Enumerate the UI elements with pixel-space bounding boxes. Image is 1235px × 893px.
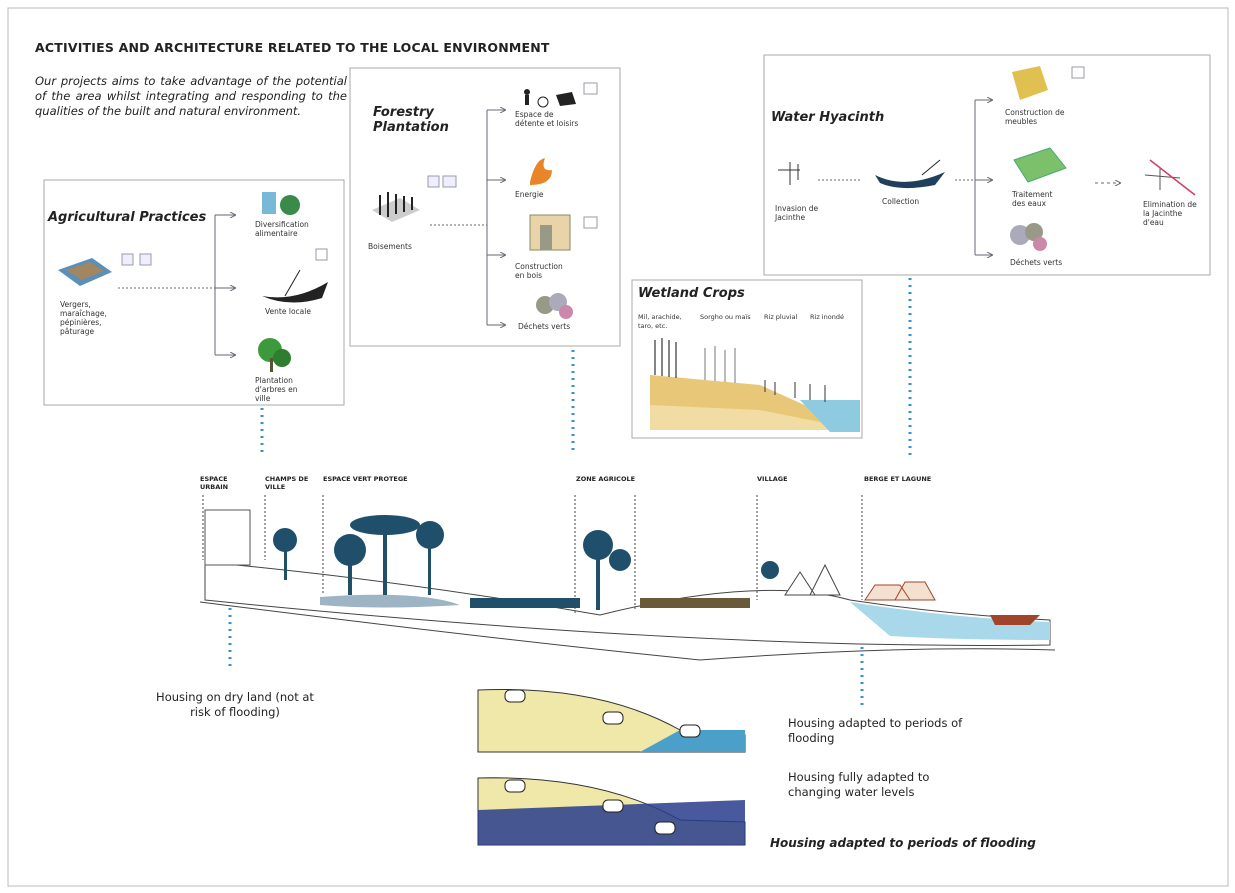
- source-label: Vergers, maraîchage, pépinières, pâturag…: [60, 300, 115, 336]
- housing-caption: Housing adapted to periods of flooding: [770, 836, 1036, 850]
- output-label: Diversification alimentaire: [255, 220, 310, 238]
- landscape-section: [200, 495, 1055, 660]
- illustration: [0, 0, 1235, 893]
- housing-sections: [478, 690, 745, 846]
- zone-label: BERGE ET LAGUNE: [864, 475, 964, 483]
- page-title: ACTIVITIES AND ARCHITECTURE RELATED TO T…: [35, 40, 550, 55]
- output-label: Vente locale: [265, 307, 320, 316]
- panel-title: Agricultural Practices: [48, 210, 206, 225]
- page: ACTIVITIES AND ARCHITECTURE RELATED TO T…: [0, 0, 1235, 893]
- output-label: Espace de détente et loisirs: [515, 110, 580, 128]
- output-label: Déchets verts: [518, 322, 583, 331]
- housing-note: Housing on dry land (not at risk of floo…: [145, 690, 325, 720]
- result-label: Elimination de la Jacinthe d'eau: [1143, 200, 1203, 227]
- zone-label: ESPACE VERT PROTEGE: [323, 475, 443, 483]
- crop-label: Sorgho ou maïs: [700, 313, 751, 322]
- panel-title: Forestry Plantation: [373, 105, 453, 135]
- zone-label: ZONE AGRICOLE: [576, 475, 676, 483]
- step-label: Invasion de Jacinthe: [775, 204, 825, 222]
- housing-note: Housing fully adapted to changing water …: [788, 770, 978, 800]
- crop-label: Riz inondé: [810, 313, 844, 322]
- output-label: Construction de meubles: [1005, 108, 1065, 126]
- housing-note: Housing adapted to periods of flooding: [788, 716, 968, 746]
- output-label: Energie: [515, 190, 580, 199]
- crop-label: Mil, arachide, taro, etc.: [638, 313, 686, 331]
- zone-label: CHAMPS DE VILLE: [265, 475, 315, 491]
- step-label: Collection: [882, 197, 919, 206]
- output-label: Construction en bois: [515, 262, 570, 280]
- intro: Our projects aims to take advantage of t…: [35, 74, 347, 119]
- panel-title: Water Hyacinth: [771, 110, 884, 125]
- output-label: Plantation d'arbres en ville: [255, 376, 310, 403]
- source-label: Boisements: [368, 242, 412, 251]
- zone-label: VILLAGE: [757, 475, 807, 483]
- output-label: Traitement des eaux: [1012, 190, 1067, 208]
- crop-label: Riz pluvial: [764, 313, 797, 322]
- panel-frame: [764, 55, 1210, 275]
- zone-label: ESPACE URBAIN: [200, 475, 250, 491]
- panel-title: Wetland Crops: [638, 286, 745, 301]
- output-label: Déchets verts: [1010, 258, 1070, 267]
